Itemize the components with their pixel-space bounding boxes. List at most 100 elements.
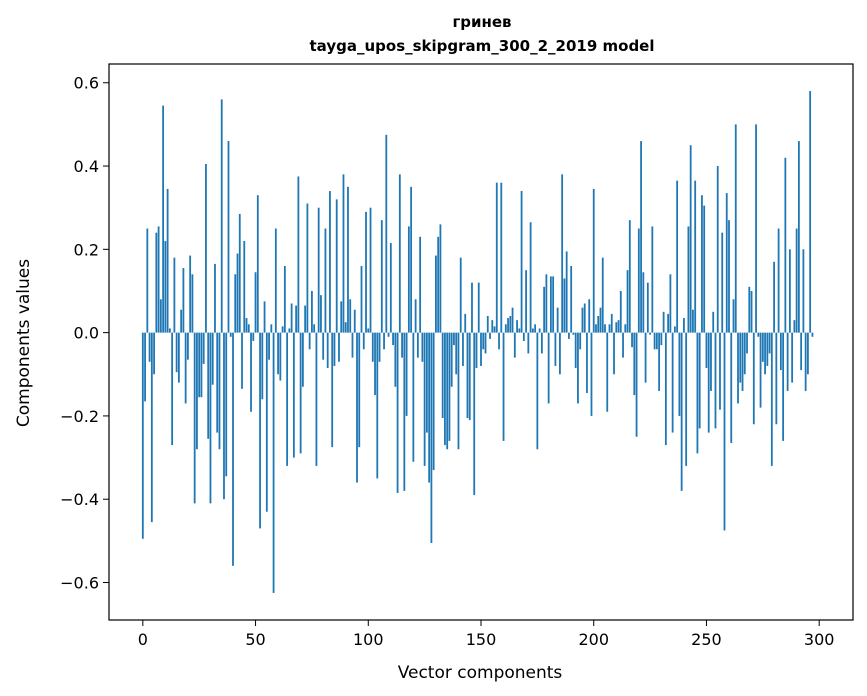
- bar: [209, 332, 212, 504]
- bar: [484, 332, 487, 354]
- bar: [202, 332, 205, 364]
- bar: [362, 332, 365, 350]
- bar: [545, 274, 548, 333]
- bar: [444, 332, 446, 446]
- bar: [635, 332, 638, 437]
- bar: [141, 332, 144, 539]
- bar: [462, 332, 464, 366]
- x-tick-label: 0: [138, 630, 148, 649]
- y-axis-ticks: −0.6 −0.4 −0.2 0.0 0.2 0.4 0.6: [60, 74, 109, 593]
- bar: [592, 188, 595, 333]
- bar: [549, 276, 552, 333]
- bar: [583, 303, 586, 333]
- bar: [507, 318, 509, 333]
- bar: [746, 332, 748, 354]
- bar: [272, 332, 275, 593]
- bar: [538, 328, 541, 333]
- bar: [664, 332, 667, 446]
- bar: [782, 332, 785, 441]
- y-axis-label: Components values: [14, 259, 34, 427]
- bar: [743, 332, 746, 375]
- bar: [281, 326, 284, 333]
- bar: [480, 332, 482, 366]
- bar: [748, 286, 751, 333]
- y-tick-label: 0.2: [74, 240, 99, 259]
- bar: [268, 332, 270, 360]
- bar: [673, 326, 676, 333]
- bar: [610, 313, 613, 333]
- bar: [360, 265, 363, 333]
- bar: [554, 332, 557, 366]
- bar: [640, 141, 642, 333]
- bar: [574, 332, 577, 369]
- bar: [439, 224, 442, 333]
- bar: [313, 324, 316, 333]
- bar: [703, 205, 706, 333]
- bar: [730, 332, 733, 443]
- bar: [728, 220, 730, 333]
- bar: [295, 305, 298, 333]
- bar: [768, 332, 771, 354]
- bar: [347, 186, 349, 333]
- bar: [468, 332, 471, 421]
- bar: [428, 332, 431, 483]
- bar: [696, 332, 699, 454]
- bar: [800, 332, 803, 371]
- bar: [159, 299, 162, 333]
- y-tick-label: 0.4: [74, 157, 99, 176]
- bar: [446, 332, 449, 450]
- bar: [423, 332, 426, 466]
- bar: [306, 203, 309, 333]
- bar: [522, 332, 525, 341]
- bar: [590, 332, 593, 416]
- bar: [714, 332, 717, 429]
- bar: [338, 332, 340, 362]
- bar: [579, 332, 582, 350]
- chart-subtitle: tayga_upos_skipgram_300_2_2019 model: [310, 37, 655, 55]
- bar: [191, 274, 194, 333]
- bar: [297, 176, 300, 333]
- bar: [218, 332, 221, 450]
- bar: [232, 332, 234, 566]
- bar: [182, 268, 185, 333]
- bar: [613, 332, 615, 375]
- bar: [723, 332, 726, 531]
- bar: [737, 332, 739, 404]
- bar: [477, 282, 480, 333]
- bar: [570, 265, 573, 333]
- bar: [177, 332, 180, 383]
- bar: [529, 222, 532, 333]
- bar: [279, 332, 282, 381]
- bar: [797, 141, 800, 333]
- bar: [721, 232, 724, 333]
- plot-frame: [108, 63, 854, 621]
- bar: [344, 322, 347, 333]
- bar: [311, 290, 313, 333]
- bar: [457, 332, 460, 450]
- bar: [649, 332, 651, 335]
- bar: [432, 332, 435, 471]
- bar: [642, 272, 645, 333]
- bar: [662, 311, 665, 333]
- bar: [198, 332, 201, 398]
- x-tick-label: 300: [804, 630, 835, 649]
- bar: [329, 191, 331, 333]
- bar: [795, 228, 798, 333]
- bar: [719, 332, 721, 410]
- bar: [214, 263, 216, 333]
- bar: [148, 332, 151, 362]
- bar: [376, 332, 379, 479]
- bar: [403, 332, 406, 491]
- bar: [788, 249, 791, 333]
- bar: [513, 332, 516, 358]
- bar: [419, 236, 422, 333]
- bar: [227, 141, 230, 333]
- bar: [667, 313, 670, 333]
- y-tick-label: 0.0: [74, 324, 99, 343]
- bar: [392, 332, 394, 346]
- bar: [414, 299, 417, 333]
- x-tick-label: 150: [466, 630, 497, 649]
- bar: [653, 332, 656, 350]
- bar: [455, 332, 458, 375]
